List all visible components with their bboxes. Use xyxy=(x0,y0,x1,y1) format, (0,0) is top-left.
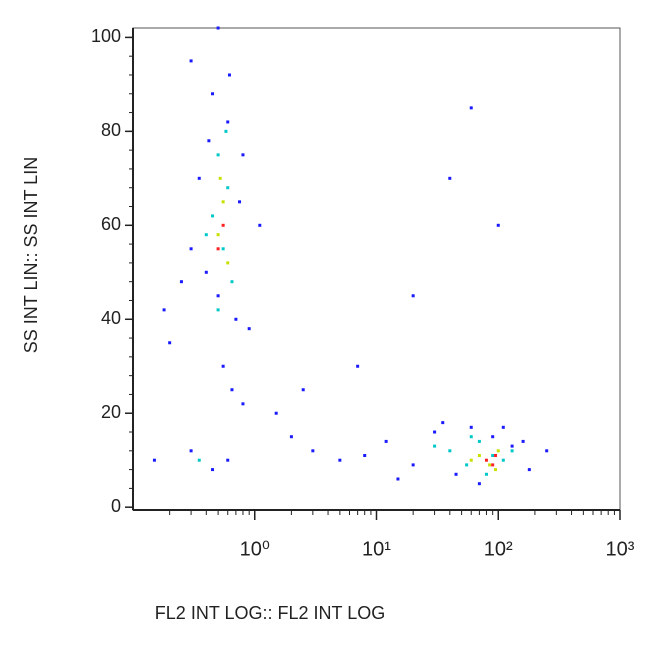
point xyxy=(289,435,293,439)
point xyxy=(226,186,230,190)
point xyxy=(441,421,445,425)
point xyxy=(221,364,225,368)
point xyxy=(477,454,481,458)
point xyxy=(491,463,495,467)
point xyxy=(411,463,415,467)
point xyxy=(469,458,473,462)
point xyxy=(469,435,473,439)
point xyxy=(197,176,201,180)
point xyxy=(216,308,220,312)
point xyxy=(448,176,452,180)
point xyxy=(216,247,220,251)
point xyxy=(448,449,452,453)
point xyxy=(469,425,473,429)
point xyxy=(234,317,238,321)
x-tick-label: 10⁰ xyxy=(240,538,270,560)
point xyxy=(338,458,342,462)
point xyxy=(204,233,208,237)
point xyxy=(496,223,500,227)
y-axis-label: SS INT LIN:: SS INT LIN xyxy=(21,157,41,353)
point xyxy=(221,200,225,204)
point xyxy=(211,92,215,96)
point xyxy=(189,59,193,63)
y-tick-label: 80 xyxy=(101,120,121,140)
point xyxy=(494,454,498,458)
x-axis-label: FL2 INT LOG:: FL2 INT LOG xyxy=(155,603,385,623)
plot-frame xyxy=(132,27,621,511)
point xyxy=(211,468,215,472)
point xyxy=(204,270,208,274)
y-tick-label: 60 xyxy=(101,214,121,234)
y-tick-label: 20 xyxy=(101,402,121,422)
point xyxy=(226,120,230,124)
point xyxy=(484,458,488,462)
point xyxy=(216,26,220,30)
point xyxy=(411,294,415,298)
point xyxy=(162,308,166,312)
point xyxy=(258,223,262,227)
point xyxy=(396,477,400,481)
point xyxy=(477,439,481,443)
point xyxy=(477,482,481,486)
point xyxy=(465,463,469,467)
point xyxy=(247,327,251,331)
point xyxy=(189,449,193,453)
point xyxy=(221,223,225,227)
point xyxy=(218,176,222,180)
point xyxy=(301,388,305,392)
point xyxy=(494,468,498,472)
point xyxy=(501,425,505,429)
point xyxy=(189,247,193,251)
point xyxy=(168,341,172,345)
point xyxy=(356,364,360,368)
x-tick-label: 10³ xyxy=(606,538,635,560)
point xyxy=(216,153,220,157)
point xyxy=(545,449,549,453)
point xyxy=(230,280,234,284)
point xyxy=(363,454,367,458)
point xyxy=(197,458,201,462)
point xyxy=(521,439,525,443)
point xyxy=(216,233,220,237)
point xyxy=(469,106,473,110)
point xyxy=(224,129,228,133)
point xyxy=(510,449,514,453)
point xyxy=(384,439,388,443)
point xyxy=(527,468,531,472)
x-tick-label: 10¹ xyxy=(362,538,391,560)
point xyxy=(488,463,492,467)
y-tick-label: 40 xyxy=(101,308,121,328)
point xyxy=(274,411,278,415)
point xyxy=(241,402,245,406)
point xyxy=(211,214,215,218)
point xyxy=(491,454,495,458)
point xyxy=(226,458,230,462)
x-tick-label: 10² xyxy=(484,538,513,560)
point xyxy=(496,449,500,453)
point xyxy=(152,458,156,462)
point xyxy=(226,261,230,265)
point xyxy=(230,388,234,392)
point xyxy=(454,472,458,476)
point xyxy=(241,153,245,157)
point xyxy=(216,294,220,298)
y-tick-label: 100 xyxy=(91,26,121,46)
point xyxy=(227,73,231,77)
point xyxy=(207,139,211,143)
point xyxy=(311,449,315,453)
point xyxy=(484,472,488,476)
point xyxy=(433,444,437,448)
point xyxy=(433,430,437,434)
y-tick-label: 0 xyxy=(111,496,121,516)
point xyxy=(491,435,495,439)
point xyxy=(510,444,514,448)
point xyxy=(501,458,505,462)
point xyxy=(179,280,183,284)
point xyxy=(238,200,242,204)
point xyxy=(221,247,225,251)
